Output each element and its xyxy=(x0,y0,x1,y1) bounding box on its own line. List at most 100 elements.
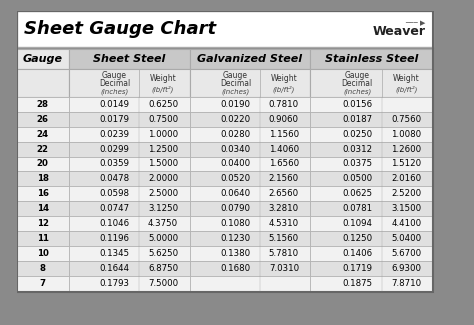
Text: 0.1875: 0.1875 xyxy=(342,279,372,288)
Text: Decimal: Decimal xyxy=(99,79,130,88)
Text: 5.7810: 5.7810 xyxy=(269,249,299,258)
Text: 1.0000: 1.0000 xyxy=(148,130,178,139)
Text: Decimal: Decimal xyxy=(220,79,251,88)
Text: (inches): (inches) xyxy=(343,89,371,95)
Text: Gauge: Gauge xyxy=(345,71,370,80)
Text: 2.0000: 2.0000 xyxy=(148,175,178,183)
Text: (inches): (inches) xyxy=(100,89,129,95)
Bar xyxy=(190,142,310,157)
Bar xyxy=(310,186,433,201)
Bar xyxy=(190,171,310,186)
Bar xyxy=(190,112,310,127)
Bar xyxy=(17,112,69,127)
Bar xyxy=(69,97,190,112)
Text: 3.1250: 3.1250 xyxy=(148,204,178,213)
Bar xyxy=(69,142,190,157)
Text: 10: 10 xyxy=(36,249,48,258)
Bar xyxy=(310,112,433,127)
Text: 2.1560: 2.1560 xyxy=(269,175,299,183)
Bar xyxy=(69,246,190,261)
Text: 2.5000: 2.5000 xyxy=(148,189,178,198)
Text: 5.1560: 5.1560 xyxy=(269,234,299,243)
Text: 5.6250: 5.6250 xyxy=(148,249,178,258)
Text: 4.3750: 4.3750 xyxy=(148,219,178,228)
Text: 0.1380: 0.1380 xyxy=(220,249,251,258)
Text: 7: 7 xyxy=(39,279,46,288)
Text: 0.1680: 0.1680 xyxy=(220,264,251,273)
Bar xyxy=(17,276,69,291)
Text: 0.9060: 0.9060 xyxy=(269,115,299,124)
Text: 7.5000: 7.5000 xyxy=(148,279,178,288)
Text: 1.0080: 1.0080 xyxy=(391,130,421,139)
Text: 0.1196: 0.1196 xyxy=(100,234,129,243)
Text: 0.1250: 0.1250 xyxy=(342,234,372,243)
Bar xyxy=(17,201,69,216)
Bar xyxy=(310,261,433,276)
Bar xyxy=(310,276,433,291)
Text: 14: 14 xyxy=(36,204,49,213)
Bar xyxy=(190,186,310,201)
Text: Weight: Weight xyxy=(150,74,176,83)
Text: 0.0598: 0.0598 xyxy=(100,189,129,198)
Text: 18: 18 xyxy=(36,175,49,183)
Text: 20: 20 xyxy=(36,160,48,168)
Text: 12: 12 xyxy=(36,219,49,228)
Text: 0.6250: 0.6250 xyxy=(148,100,178,109)
Text: Sheet Gauge Chart: Sheet Gauge Chart xyxy=(24,20,216,38)
Text: 5.6700: 5.6700 xyxy=(391,249,421,258)
Text: 2.0160: 2.0160 xyxy=(391,175,421,183)
Bar xyxy=(190,246,310,261)
Text: 0.0400: 0.0400 xyxy=(220,160,251,168)
Text: (lb/ft²): (lb/ft²) xyxy=(152,85,174,93)
Text: 11: 11 xyxy=(36,234,49,243)
Text: 0.0280: 0.0280 xyxy=(220,130,251,139)
Text: 0.1644: 0.1644 xyxy=(100,264,130,273)
Text: 0.0790: 0.0790 xyxy=(220,204,251,213)
Text: 1.2600: 1.2600 xyxy=(391,145,421,154)
Text: 1.5000: 1.5000 xyxy=(148,160,178,168)
Text: 0.0500: 0.0500 xyxy=(342,175,372,183)
Bar xyxy=(69,231,190,246)
Text: 0.0190: 0.0190 xyxy=(220,100,251,109)
Text: 0.1046: 0.1046 xyxy=(100,219,130,228)
Text: Gauge: Gauge xyxy=(23,54,63,64)
Bar xyxy=(17,69,69,97)
Bar xyxy=(17,157,69,171)
Bar xyxy=(190,201,310,216)
Bar xyxy=(310,216,433,231)
Text: 0.0625: 0.0625 xyxy=(342,189,372,198)
Bar xyxy=(310,171,433,186)
Text: ─── ▶: ─── ▶ xyxy=(405,20,426,26)
Bar xyxy=(310,97,433,112)
Bar xyxy=(17,171,69,186)
Text: 28: 28 xyxy=(36,100,49,109)
Bar xyxy=(190,97,310,112)
Text: 0.0312: 0.0312 xyxy=(342,145,372,154)
Bar xyxy=(17,48,69,69)
Text: 16: 16 xyxy=(36,189,49,198)
Text: 0.0640: 0.0640 xyxy=(220,189,251,198)
Text: 0.0156: 0.0156 xyxy=(342,100,372,109)
Bar xyxy=(69,216,190,231)
Bar xyxy=(190,261,310,276)
Bar xyxy=(310,69,433,97)
Text: 0.1230: 0.1230 xyxy=(220,234,251,243)
Bar xyxy=(310,48,433,69)
Text: 1.5120: 1.5120 xyxy=(391,160,421,168)
Text: 4.5310: 4.5310 xyxy=(269,219,299,228)
Text: 0.0747: 0.0747 xyxy=(100,204,130,213)
Text: (lb/ft²): (lb/ft²) xyxy=(273,85,295,93)
Bar xyxy=(190,216,310,231)
Text: 7.8710: 7.8710 xyxy=(391,279,421,288)
Text: 3.1500: 3.1500 xyxy=(391,204,421,213)
Text: 2.5200: 2.5200 xyxy=(391,189,421,198)
Bar xyxy=(69,261,190,276)
Text: 0.0220: 0.0220 xyxy=(220,115,251,124)
Text: 22: 22 xyxy=(36,145,49,154)
Bar xyxy=(69,201,190,216)
Text: Weight: Weight xyxy=(271,74,297,83)
Text: 0.0299: 0.0299 xyxy=(100,145,129,154)
Text: 0.0179: 0.0179 xyxy=(100,115,129,124)
Bar xyxy=(17,261,69,276)
Bar xyxy=(190,231,310,246)
